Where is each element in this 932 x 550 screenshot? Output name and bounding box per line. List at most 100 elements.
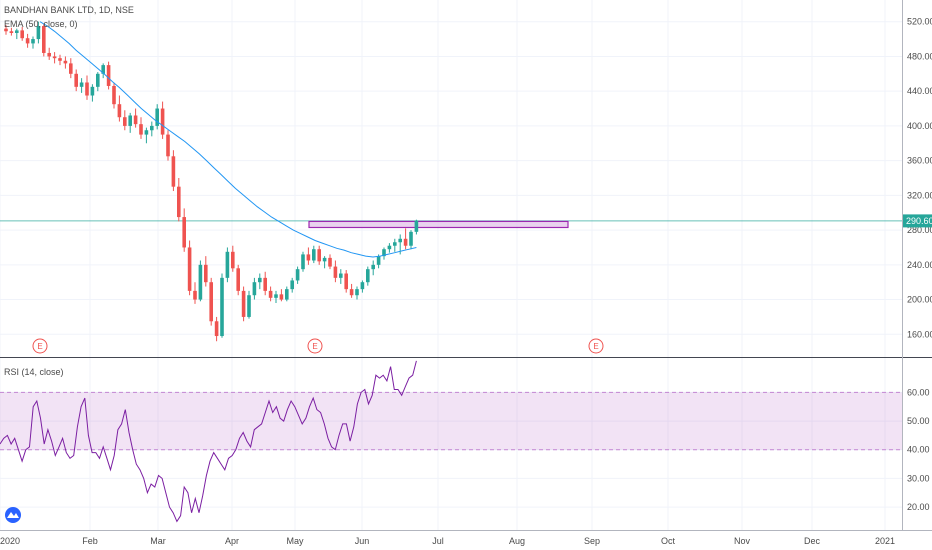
price-tick-5: 320.00 — [907, 190, 932, 200]
candles — [4, 21, 419, 342]
rsi-axis[interactable]: 60.00 50.00 40.00 30.00 20.00 — [907, 387, 930, 512]
candle-43 — [236, 264, 240, 296]
candle-7 — [42, 23, 46, 57]
price-tick-0: 520.00 — [907, 17, 932, 27]
candle-27 — [150, 121, 154, 137]
time-tick-8: Sep — [584, 536, 600, 546]
candle-6 — [36, 21, 41, 44]
candle-64 — [349, 283, 354, 298]
rsi-tick-2: 40.00 — [907, 445, 930, 455]
time-axis[interactable]: 2020 Feb Mar Apr May Jun Jul Aug Sep Oct Nov Dec 202… — [0, 536, 895, 546]
candle-5 — [31, 36, 35, 49]
price-tick-8: 200.00 — [907, 295, 932, 305]
rsi-band-lines — [0, 391, 902, 451]
candle-20 — [112, 82, 116, 109]
candle-18 — [101, 63, 105, 79]
candle-34 — [187, 240, 192, 296]
candle-74 — [403, 228, 408, 250]
candle-17 — [96, 72, 100, 92]
candle-39 — [214, 316, 219, 342]
rsi-tick-1: 50.00 — [907, 416, 930, 426]
candle-15 — [85, 75, 89, 100]
candle-56 — [306, 247, 311, 265]
time-tick-2: Mar — [150, 536, 166, 546]
rsi-band — [0, 392, 902, 450]
rsi-line — [0, 360, 417, 523]
candle-19 — [106, 61, 111, 90]
price-tick-9: 160.00 — [907, 329, 932, 339]
candle-61 — [333, 260, 338, 283]
candle-65 — [355, 286, 359, 300]
candle-3 — [20, 26, 24, 41]
candle-14 — [79, 78, 84, 93]
last-price-badge: 290.60 — [903, 214, 932, 228]
time-tick-5: Jun — [355, 536, 370, 546]
earnings-marker-1[interactable]: E — [307, 338, 323, 354]
price-tick-1: 480.00 — [907, 51, 932, 61]
candle-55 — [301, 251, 305, 272]
candle-8 — [47, 47, 51, 60]
time-tick-11: Dec — [804, 536, 821, 546]
time-tick-10: Nov — [734, 536, 751, 546]
candle-21 — [117, 95, 122, 122]
candle-62 — [339, 269, 343, 284]
candle-49 — [268, 286, 273, 302]
candle-66 — [360, 280, 365, 293]
price-tick-6: 280.00 — [907, 225, 932, 235]
candle-44 — [241, 286, 246, 322]
candle-33 — [182, 208, 186, 252]
last-price-value: 290.60 — [906, 216, 932, 226]
ema-legend: EMA (50, close, 0) — [4, 19, 78, 29]
candle-32 — [177, 178, 181, 222]
earnings-marker-2[interactable]: E — [588, 338, 604, 354]
time-tick-12: 2021 — [875, 536, 895, 546]
candle-68 — [371, 260, 375, 276]
price-tick-7: 240.00 — [907, 260, 932, 270]
candle-70 — [382, 247, 386, 260]
candle-76 — [414, 219, 419, 235]
time-tick-4: May — [286, 536, 304, 546]
candle-48 — [263, 271, 267, 296]
candle-51 — [279, 289, 284, 302]
time-tick-0: 2020 — [0, 536, 20, 546]
rsi-legend: RSI (14, close) — [4, 367, 64, 377]
rsi-tick-3: 30.00 — [907, 473, 930, 483]
candle-24 — [133, 108, 138, 128]
time-tick-3: Apr — [225, 536, 239, 546]
candle-12 — [69, 58, 73, 79]
candle-59 — [322, 256, 327, 269]
candle-60 — [328, 254, 332, 270]
earnings-marker-label: E — [593, 342, 598, 351]
candle-67 — [366, 266, 370, 286]
rsi-tick-0: 60.00 — [907, 387, 930, 397]
candle-29 — [160, 101, 165, 139]
candle-4 — [25, 33, 30, 48]
candle-38 — [209, 277, 213, 326]
candle-13 — [74, 69, 78, 92]
candle-41 — [225, 247, 230, 283]
logo-icon[interactable] — [5, 507, 21, 523]
candle-57 — [312, 245, 316, 264]
candle-22 — [123, 110, 127, 131]
candle-0 — [4, 25, 8, 35]
candle-58 — [317, 245, 321, 265]
time-tick-6: Jul — [432, 536, 444, 546]
candle-53 — [290, 277, 294, 293]
candle-16 — [90, 84, 95, 102]
candle-30 — [166, 130, 170, 161]
candle-25 — [139, 117, 143, 139]
candle-47 — [258, 273, 262, 290]
grid — [0, 0, 902, 530]
earnings-marker-label: E — [37, 342, 42, 351]
candle-1 — [9, 27, 14, 36]
price-axis[interactable]: 520.00 480.00 440.00 400.00 360.00 320.00 280.… — [907, 17, 932, 340]
candle-72 — [393, 238, 397, 252]
candle-35 — [193, 282, 197, 304]
candle-54 — [295, 266, 300, 284]
ema-line — [39, 21, 417, 258]
earnings-marker-0[interactable]: E — [32, 338, 48, 354]
resistance-zone[interactable] — [308, 220, 569, 229]
candle-71 — [387, 243, 392, 253]
chart-title: BANDHAN BANK LTD, 1D, NSE — [4, 5, 134, 15]
